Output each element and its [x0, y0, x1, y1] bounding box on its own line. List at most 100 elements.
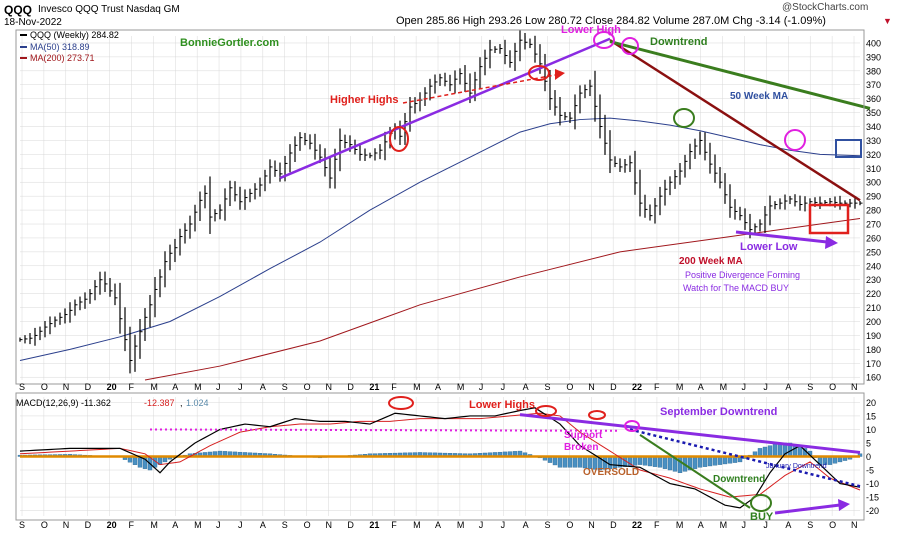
macd-histogram-bar	[662, 456, 668, 469]
macd-x-tick-label: D	[610, 520, 617, 530]
macd-x-tick-label: N	[588, 520, 595, 530]
macd-histogram-bar	[707, 456, 713, 467]
macd-x-tick-label: A	[435, 520, 441, 530]
price-x-tick-label: J	[238, 382, 243, 392]
price-x-tick-label: N	[63, 382, 70, 392]
price-x-tick-label: N	[588, 382, 595, 392]
macd-histogram-bar	[632, 456, 638, 466]
macd-histogram-bar	[692, 456, 698, 469]
macd-x-tick-label: N	[851, 520, 858, 530]
price-x-tick-label: S	[807, 382, 813, 392]
buy-label: BUY	[750, 511, 774, 523]
source-label: @StockCharts.com	[782, 2, 869, 13]
macd-y-tick-label: -5	[866, 466, 874, 476]
price-x-tick-label: F	[391, 382, 397, 392]
macd-x-tick-label: O	[566, 520, 573, 530]
price-x-tick-label: S	[544, 382, 550, 392]
macd-x-tick-label: O	[304, 520, 311, 530]
price-x-tick-label: O	[566, 382, 573, 392]
price-x-tick-label: M	[676, 382, 684, 392]
price-y-tick-label: 370	[866, 80, 881, 90]
ma50-label: 50 Week MA	[730, 91, 788, 102]
macd-x-tick-label: M	[413, 520, 421, 530]
macd-y-tick-label: 15	[866, 411, 876, 421]
downtrend-green-trendline	[609, 40, 871, 110]
macd-x-tick-label: S	[807, 520, 813, 530]
price-x-tick-label: 21	[369, 382, 379, 392]
price-x-tick-label: A	[260, 382, 266, 392]
price-y-tick-label: 160	[866, 373, 881, 383]
price-x-tick-label: A	[698, 382, 704, 392]
macd-line	[19, 407, 861, 509]
price-y-tick-label: 200	[866, 317, 881, 327]
macd-legend-sep: ,	[180, 398, 183, 408]
macd-histogram-bar	[702, 456, 708, 467]
macd-x-tick-label: D	[347, 520, 354, 530]
price-y-tick-label: 260	[866, 233, 881, 243]
macd-x-tick-label: A	[260, 520, 266, 530]
ma200-label: 200 Week MA	[679, 256, 743, 267]
downtrend-red-trendline	[609, 39, 861, 202]
price-y-tick-label: 300	[866, 178, 881, 188]
price-y-tick-label: 380	[866, 66, 881, 76]
macd-histogram-bar	[567, 456, 573, 468]
macd-histogram-bar	[762, 446, 768, 457]
macd-high-circle	[388, 396, 414, 410]
higher-high-circle	[528, 65, 550, 81]
price-x-tick-label: S	[282, 382, 288, 392]
macd-x-tick-label: S	[282, 520, 288, 530]
arrowhead-icon	[555, 69, 565, 80]
price-y-tick-label: 350	[866, 108, 881, 118]
magenta-circle	[784, 129, 806, 151]
support-dotted-line	[149, 428, 621, 432]
price-y-tick-label: 340	[866, 122, 881, 132]
macd-histogram-bar	[652, 456, 658, 467]
legend-price: QQQ (Weekly) 284.82	[30, 30, 119, 40]
macd-x-tick-label: S	[544, 520, 550, 530]
price-x-tick-label: J	[742, 382, 747, 392]
macd-histogram-bar	[557, 456, 563, 468]
watermark-label: BonnieGortler.com	[180, 37, 279, 49]
macd-legend-macd: MACD(12,26,9) -11.362	[16, 398, 111, 408]
price-y-tick-label: 310	[866, 164, 881, 174]
macd-x-tick-label: J	[216, 520, 221, 530]
price-x-tick-label: S	[19, 382, 25, 392]
macd-y-tick-label: 0	[866, 452, 871, 462]
price-y-tick-label: 400	[866, 38, 881, 48]
support-circle	[673, 108, 695, 128]
macd-x-tick-label: M	[194, 520, 202, 530]
price-x-tick-label: M	[194, 382, 202, 392]
macd-x-tick-label: M	[457, 520, 465, 530]
macd-x-tick-label: M	[720, 520, 728, 530]
symbol-label: QQQ	[4, 3, 33, 17]
macd-x-tick-label: J	[238, 520, 243, 530]
price-y-tick-label: 230	[866, 275, 881, 285]
macd-x-tick-label: 20	[107, 520, 117, 530]
macd-x-tick-label: A	[785, 520, 791, 530]
price-x-tick-label: O	[304, 382, 311, 392]
higher-highs-trendline	[279, 37, 611, 180]
macd-x-tick-label: S	[19, 520, 25, 530]
lower-high-circle	[593, 31, 615, 49]
macd-histogram-bar	[712, 456, 718, 466]
higher-highs-dashed-arrow	[402, 74, 556, 104]
price-x-tick-label: J	[501, 382, 506, 392]
security-name: Invesco QQQ Trust Nasdaq GM	[38, 4, 180, 15]
september-downtrend-line	[519, 413, 861, 454]
price-x-tick-label: A	[172, 382, 178, 392]
price-x-tick-label: F	[128, 382, 134, 392]
macd-x-tick-label: M	[676, 520, 684, 530]
price-y-tick-label: 320	[866, 150, 881, 160]
legend-ma50: MA(50) 318.89	[30, 42, 90, 52]
price-y-tick-label: 170	[866, 359, 881, 369]
price-x-tick-label: 22	[632, 382, 642, 392]
price-x-tick-label: D	[85, 382, 92, 392]
macd-x-tick-label: O	[829, 520, 836, 530]
support-label-2: Broken	[564, 442, 598, 453]
price-y-tick-label: 360	[866, 94, 881, 104]
price-x-tick-label: N	[851, 382, 858, 392]
price-x-tick-label: A	[785, 382, 791, 392]
change-arrow-icon: ▼	[883, 16, 892, 26]
divergence-label-2: Watch for The MACD BUY	[683, 283, 789, 293]
price-x-tick-label: 20	[107, 382, 117, 392]
